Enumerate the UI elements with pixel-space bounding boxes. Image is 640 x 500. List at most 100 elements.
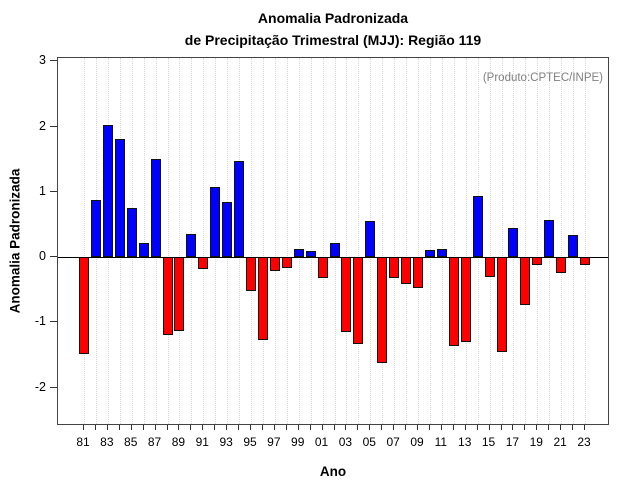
gridline-19 <box>537 58 539 424</box>
x-tick-10 <box>428 425 430 430</box>
gridline-12 <box>453 58 455 424</box>
gridline-03 <box>346 58 348 424</box>
bar-12 <box>448 257 459 346</box>
bar-10 <box>424 250 435 257</box>
bar-03 <box>341 257 352 333</box>
bar-93 <box>222 202 233 257</box>
x-tick-98 <box>285 425 287 430</box>
x-tick-09 <box>417 425 418 430</box>
y-tick-label-0: 0 <box>39 249 46 263</box>
gridline-23 <box>585 58 586 424</box>
bar-85 <box>126 208 137 257</box>
gridline-02 <box>334 58 336 424</box>
y-tick--1 <box>50 321 57 323</box>
bar-95 <box>246 257 256 291</box>
x-axis-label: Ano <box>319 464 347 479</box>
y-tick-1 <box>50 190 57 192</box>
gridline-09 <box>418 58 419 424</box>
x-tick-23 <box>584 425 585 430</box>
x-tick-label-81: 81 <box>76 435 90 449</box>
bar-23 <box>580 257 590 265</box>
gridline-96 <box>262 58 264 424</box>
x-tick-label-85: 85 <box>124 435 138 449</box>
y-tick-2 <box>50 125 57 127</box>
x-tick-00 <box>309 425 311 430</box>
x-tick-08 <box>405 425 407 430</box>
gridline-11 <box>441 58 443 424</box>
x-tick-84 <box>118 425 120 430</box>
x-tick-label-91: 91 <box>195 435 209 449</box>
bar-88 <box>162 257 173 336</box>
bar-99 <box>293 248 304 257</box>
x-tick-83 <box>106 425 108 430</box>
bar-20 <box>544 220 555 257</box>
bar-90 <box>186 234 197 257</box>
x-tick-label-89: 89 <box>171 435 186 449</box>
chart-title-line1: Anomalia Padronizada <box>257 10 409 26</box>
bar-22 <box>568 235 579 257</box>
bar-82 <box>90 200 101 257</box>
bar-81 <box>79 257 89 354</box>
bar-04 <box>353 257 364 344</box>
x-tick-21 <box>560 425 562 430</box>
bar-84 <box>114 138 125 257</box>
bar-92 <box>210 187 221 257</box>
x-tick-03 <box>345 425 347 430</box>
x-tick-05 <box>369 425 371 430</box>
x-tick-17 <box>512 425 514 430</box>
x-tick-88 <box>166 425 168 430</box>
bar-13 <box>460 257 471 342</box>
bar-15 <box>484 257 495 278</box>
bar-21 <box>556 257 567 274</box>
bar-07 <box>389 257 400 278</box>
bar-89 <box>174 257 185 332</box>
gridline-98 <box>286 58 288 424</box>
x-tick-11 <box>440 425 442 430</box>
y-tick-label-3: 3 <box>39 53 46 68</box>
x-tick-19 <box>536 425 538 430</box>
gridline-08 <box>406 58 408 424</box>
x-tick-02 <box>333 425 335 430</box>
x-tick-04 <box>357 425 359 430</box>
y-tick-label--2: -2 <box>34 379 46 394</box>
bar-86 <box>138 243 149 257</box>
x-tick-94 <box>238 425 240 430</box>
x-tick-97 <box>273 425 275 430</box>
x-tick-85 <box>130 425 132 430</box>
chart-title: Anomalia Padronizada de Precipitação Tri… <box>57 8 609 51</box>
gridline-10 <box>429 58 431 424</box>
x-tick-89 <box>178 425 180 430</box>
x-tick-12 <box>452 425 454 430</box>
bar-01 <box>317 257 328 278</box>
x-tick-label-87: 87 <box>147 435 162 449</box>
x-tick-label-19: 19 <box>529 435 543 449</box>
x-tick-label-13: 13 <box>458 435 472 449</box>
x-tick-99 <box>297 425 299 430</box>
x-tick-01 <box>321 425 323 430</box>
x-tick-06 <box>381 425 383 430</box>
x-tick-label-93: 93 <box>219 435 233 449</box>
bar-00 <box>305 251 316 257</box>
x-tick-81 <box>83 425 84 430</box>
x-tick-92 <box>214 425 216 430</box>
gridline-86 <box>143 58 145 424</box>
gridline-01 <box>322 58 324 424</box>
x-tick-label-15: 15 <box>481 435 496 449</box>
zero-baseline <box>58 257 608 258</box>
x-tick-label-07: 07 <box>386 435 400 449</box>
bar-96 <box>257 257 268 340</box>
x-tick-07 <box>393 425 395 430</box>
bar-91 <box>198 257 209 269</box>
gridline-21 <box>561 58 563 424</box>
gridline-18 <box>525 58 527 424</box>
gridline-89 <box>179 58 181 424</box>
y-tick-label-2: 2 <box>39 118 46 133</box>
x-tick-90 <box>190 425 192 430</box>
x-tick-16 <box>500 425 502 430</box>
y-tick-label-1: 1 <box>39 183 46 198</box>
bar-06 <box>377 257 388 364</box>
x-tick-label-03: 03 <box>338 435 353 449</box>
bar-17 <box>508 228 519 257</box>
bar-09 <box>413 257 423 289</box>
